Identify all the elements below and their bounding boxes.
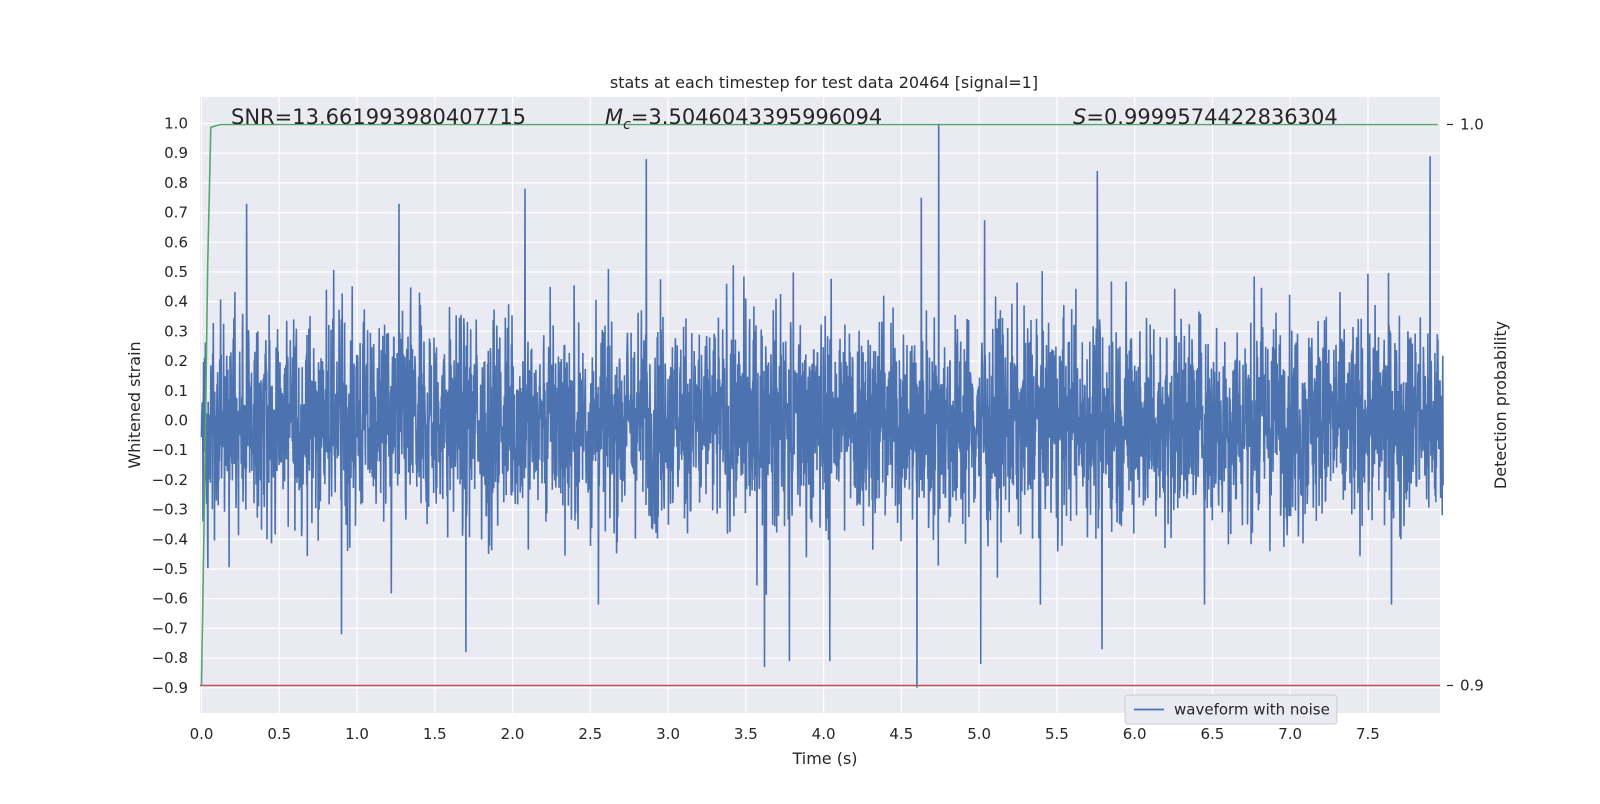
y-tick-label: 0.6 [164,233,188,251]
x-tick-label: 0.0 [190,725,214,743]
score-value: =0.9999574422836304 [1086,105,1337,129]
right-y-tick-label: 0.9 [1460,677,1484,695]
y-tick-label: 0.5 [164,263,188,281]
y-axis-label: Whitened strain [125,341,144,468]
x-tick-label: 1.5 [423,725,447,743]
legend: waveform with noise [1124,694,1338,725]
chart-title: stats at each timestep for test data 204… [610,73,1038,92]
x-axis-label: Time (s) [791,749,857,768]
x-tick-label: 4.5 [889,725,913,743]
y-tick-label: 0.1 [164,382,188,400]
x-tick-label: 5.0 [967,725,991,743]
legend-label: waveform with noise [1174,701,1330,719]
y-tick-label: 0.7 [164,204,188,222]
x-tick-label: 5.5 [1045,725,1069,743]
chirp-mass-subscript: c [623,117,631,133]
y-tick-label: 0.9 [164,144,188,162]
x-tick-label: 7.5 [1356,725,1380,743]
y-tick-label: 0.0 [164,412,188,430]
x-tick-label: 3.5 [734,725,758,743]
y-tick-label: −0.8 [152,649,188,667]
x-tick-label: 7.0 [1278,725,1302,743]
snr-annotation: SNR=13.661993980407715 [231,105,526,129]
y-tick-label: −0.6 [152,590,188,608]
score-symbol: S [1073,105,1086,129]
score-annotation: S=0.9999574422836304 [1073,105,1338,129]
x-tick-label: 0.5 [267,725,291,743]
right-y-axis-label: Detection probability [1491,321,1510,489]
detection-probability-line [200,123,1438,686]
y-tick-label: −0.9 [152,679,188,697]
y-tick-label: 1.0 [164,115,188,133]
x-tick-label: 6.0 [1123,725,1147,743]
chirp-mass-value: =3.5046043395996094 [631,105,882,129]
y-tick-label: −0.1 [152,441,188,459]
y-tick-label: −0.4 [152,530,188,548]
x-tick-label: 6.5 [1200,725,1224,743]
chirp-mass-annotation: Mc=3.5046043395996094 [605,105,882,133]
x-tick-label: 4.0 [812,725,836,743]
y-tick-label: 0.4 [164,293,188,311]
right-y-tick-label: 1.0 [1460,116,1484,134]
y-tick-label: −0.5 [152,560,188,578]
legend-box [1124,694,1338,725]
x-tick-label: 1.0 [345,725,369,743]
x-tick-label: 3.0 [656,725,680,743]
x-tick-label: 2.0 [501,725,525,743]
x-tick-label: 2.5 [578,725,602,743]
y-tick-label: 0.3 [164,322,188,340]
y-tick-label: −0.7 [152,619,188,637]
y-tick-label: 0.2 [164,352,188,370]
y-tick-label: −0.2 [152,471,188,489]
y-tick-label: −0.3 [152,501,188,519]
waveform-series-line [200,123,1444,688]
y-tick-label: 0.8 [164,174,188,192]
chirp-mass-symbol: M [605,105,623,129]
